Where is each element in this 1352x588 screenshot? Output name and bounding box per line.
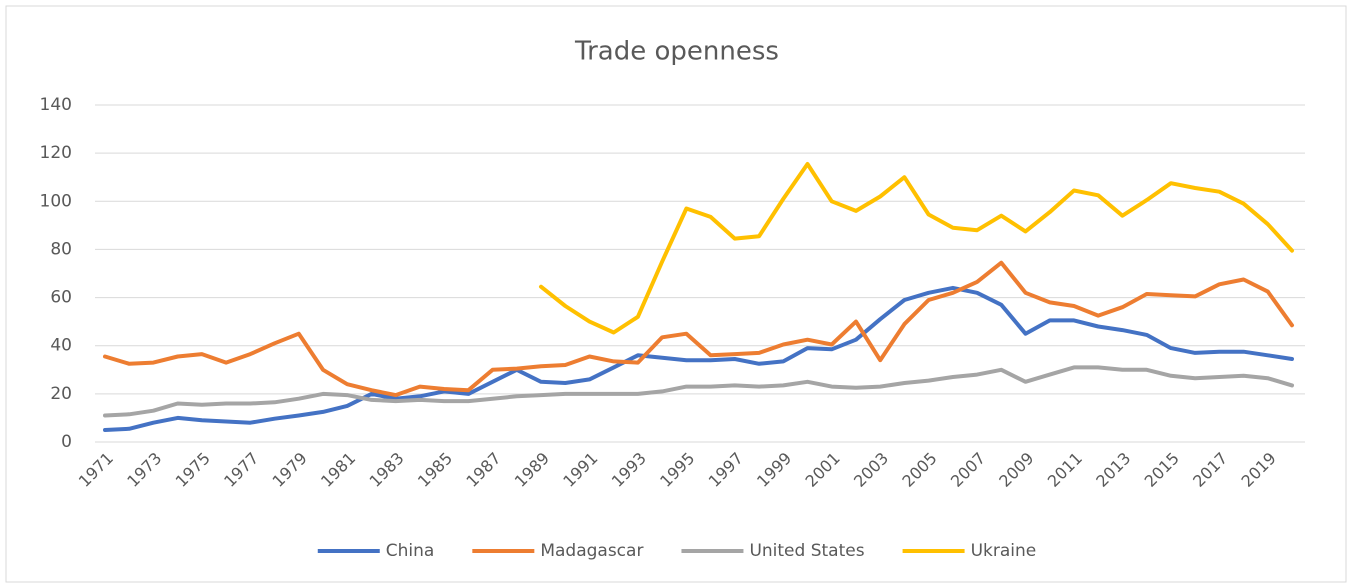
legend-label: Ukraine xyxy=(971,541,1037,561)
legend-label: Madagascar xyxy=(540,541,643,561)
y-tick-label: 20 xyxy=(50,384,72,404)
data-line xyxy=(103,365,1294,418)
legend-label: China xyxy=(386,541,435,561)
data-line xyxy=(539,162,1294,335)
y-tick-label: 140 xyxy=(40,95,72,115)
data-line xyxy=(103,260,1294,398)
y-tick-label: 60 xyxy=(50,288,72,308)
y-tick-label: 0 xyxy=(61,432,72,452)
y-tick-label: 40 xyxy=(50,336,72,356)
chart-title: Trade openness xyxy=(574,37,779,67)
y-tick-label: 80 xyxy=(50,239,72,259)
legend-label: United States xyxy=(749,541,864,561)
y-tick-label: 100 xyxy=(40,191,72,211)
chart-frame xyxy=(5,5,1347,583)
y-tick-label: 120 xyxy=(40,143,72,163)
data-line xyxy=(103,285,1294,432)
